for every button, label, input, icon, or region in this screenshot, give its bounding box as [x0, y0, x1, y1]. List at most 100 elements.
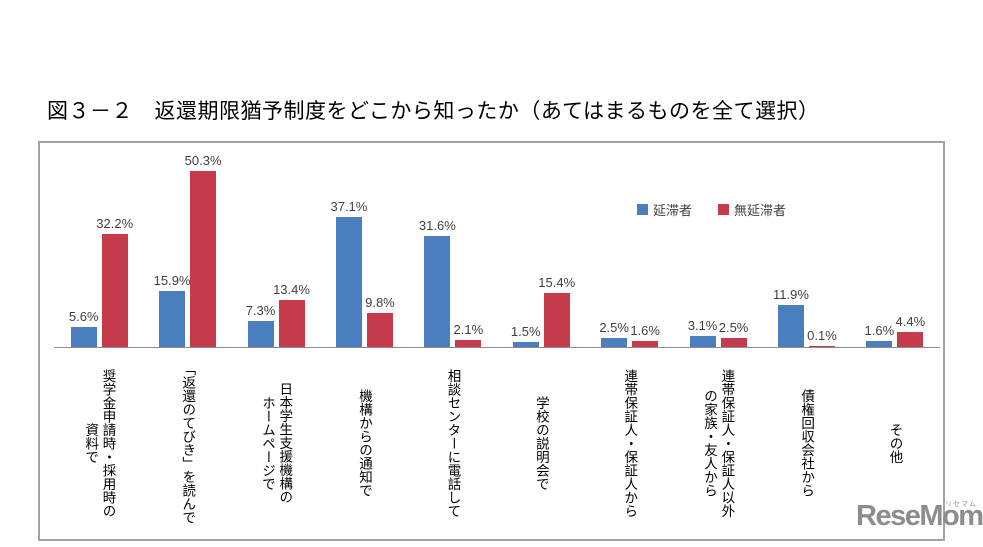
- legend-item-delinquent: 延滞者: [637, 200, 692, 219]
- bar-slot: 15.9%: [154, 273, 191, 347]
- bar-slot: 15.4%: [538, 275, 575, 347]
- value-label: 9.8%: [365, 295, 395, 310]
- value-label: 2.5%: [599, 320, 629, 335]
- legend-swatch-blue-icon: [637, 204, 648, 215]
- category-cell: 債権回収会社から: [762, 353, 850, 533]
- bar-slot: 13.4%: [273, 282, 310, 347]
- resemom-logo: リセマム ReseMom.: [856, 500, 983, 532]
- x-axis-line: [54, 347, 940, 348]
- bar-group: 3.1% 2.5%: [674, 143, 762, 347]
- bar-slot: 4.4%: [896, 314, 925, 347]
- value-label: 0.1%: [807, 328, 837, 343]
- value-label: 2.5%: [718, 320, 749, 335]
- bar-slot: 0.1%: [807, 328, 837, 347]
- bar-slot: 1.5%: [511, 324, 541, 347]
- value-label: 15.9%: [153, 273, 191, 288]
- bar-group: 7.3% 13.4%: [232, 143, 320, 347]
- bar-group: 2.5% 1.6%: [585, 143, 673, 347]
- value-label: 32.2%: [96, 216, 134, 231]
- bar-delinquent: [866, 341, 893, 347]
- value-label: 1.6%: [630, 323, 660, 338]
- bar-group: 31.6% 2.1%: [409, 143, 497, 347]
- bar-delinquent: [159, 291, 186, 347]
- bar-non-delinquent: [455, 340, 482, 347]
- category-label: 日本学生支援機構の ホームページで: [260, 382, 293, 504]
- bar-group: 15.9% 50.3%: [143, 143, 231, 347]
- bar-delinquent: [247, 321, 274, 347]
- category-label: 機構からの通知で: [357, 389, 373, 497]
- category-label: 奨学金申請時・採用時の 資料で: [83, 368, 116, 518]
- value-label: 11.9%: [773, 287, 809, 302]
- value-label: 1.6%: [864, 323, 895, 338]
- category-label: 債権回収会社から: [799, 389, 815, 497]
- value-label: 37.1%: [330, 199, 368, 214]
- bar-delinquent: [601, 338, 628, 347]
- legend-label-non-delinquent: 無延滞者: [734, 203, 787, 218]
- category-label: 連帯保証人・保証人から: [622, 368, 638, 518]
- value-label: 2.1%: [453, 322, 484, 337]
- bar-slot: 32.2%: [96, 216, 133, 347]
- bar-slot: 7.3%: [246, 303, 275, 347]
- value-label: 4.4%: [895, 314, 926, 329]
- bar-non-delinquent: [190, 171, 217, 347]
- bar-delinquent: [335, 217, 362, 347]
- bar-non-delinquent: [101, 234, 128, 347]
- legend-swatch-red-icon: [718, 204, 730, 215]
- bar-non-delinquent: [720, 338, 747, 347]
- category-cell: 「返還のてびき」を読んで: [143, 353, 231, 533]
- category-cell: 相談センターに電話して: [409, 353, 497, 533]
- category-label: 相談センターに電話して: [445, 368, 461, 518]
- bar-non-delinquent: [897, 332, 924, 347]
- bar-slot: 9.8%: [365, 295, 395, 347]
- bar-slot: 1.6%: [865, 323, 894, 347]
- category-cell: 奨学金申請時・採用時の 資料で: [55, 353, 143, 533]
- bar-delinquent: [70, 327, 97, 347]
- bar-delinquent: [512, 342, 539, 347]
- bar-slot: 11.9%: [773, 287, 809, 347]
- bar-non-delinquent: [366, 313, 393, 347]
- bar-group: 5.6% 32.2%: [55, 143, 143, 347]
- bar-slot: 3.1%: [688, 318, 717, 347]
- category-cell: 機構からの通知で: [320, 353, 408, 533]
- plot-area: 5.6% 32.2% 15.9% 50.3% 7.3% 13.4% 37.1% 9.8% 31.…: [55, 143, 939, 347]
- bar-non-delinquent: [543, 293, 570, 347]
- category-label: その他: [887, 422, 903, 464]
- bar-group: 1.5% 15.4%: [497, 143, 585, 347]
- category-cell: 学校の説明会で: [497, 353, 585, 533]
- bar-slot: 5.6%: [69, 309, 99, 347]
- value-label: 3.1%: [687, 318, 718, 333]
- legend: 延滞者 無延滞者: [637, 200, 786, 219]
- bar-group: 37.1% 9.8%: [320, 143, 408, 347]
- resemom-logo-ruby: リセマム: [945, 501, 978, 508]
- bar-slot: 2.5%: [719, 320, 748, 347]
- value-label: 7.3%: [245, 303, 276, 318]
- legend-label-delinquent: 延滞者: [653, 203, 693, 218]
- resemom-logo-text: ReseMom.: [856, 500, 983, 532]
- bar-slot: 50.3%: [185, 153, 222, 347]
- bar-delinquent: [777, 305, 804, 347]
- legend-item-non-delinquent: 無延滞者: [718, 200, 786, 219]
- category-label: 学校の説明会で: [533, 395, 549, 491]
- category-label: 「返還のてびき」を読んで: [180, 362, 196, 524]
- value-label: 50.3%: [184, 153, 222, 168]
- bar-delinquent: [424, 236, 451, 347]
- bar-non-delinquent: [808, 346, 835, 347]
- value-label: 13.4%: [273, 282, 310, 297]
- category-cell: 連帯保証人・保証人以外 の家族・友人から: [674, 353, 762, 533]
- value-label: 1.5%: [510, 324, 541, 339]
- bar-delinquent: [689, 336, 716, 347]
- chart-frame: 5.6% 32.2% 15.9% 50.3% 7.3% 13.4% 37.1% 9.8% 31.…: [38, 141, 945, 541]
- bar-slot: 1.6%: [630, 323, 660, 347]
- figure-title: 図３－２ 返還期限猶予制度をどこから知ったか（あてはまるものを全て選択）: [47, 99, 820, 123]
- category-label: 連帯保証人・保証人以外 の家族・友人から: [702, 368, 735, 518]
- category-cell: 日本学生支援機構の ホームページで: [232, 353, 320, 533]
- category-cell: 連帯保証人・保証人から: [585, 353, 673, 533]
- bar-slot: 2.1%: [454, 322, 483, 347]
- value-label: 31.6%: [418, 218, 456, 233]
- value-label: 15.4%: [538, 275, 576, 290]
- bar-group: 1.6% 4.4%: [851, 143, 939, 347]
- bar-slot: 37.1%: [330, 199, 367, 347]
- bar-non-delinquent: [278, 300, 305, 347]
- value-label: 5.6%: [68, 309, 99, 324]
